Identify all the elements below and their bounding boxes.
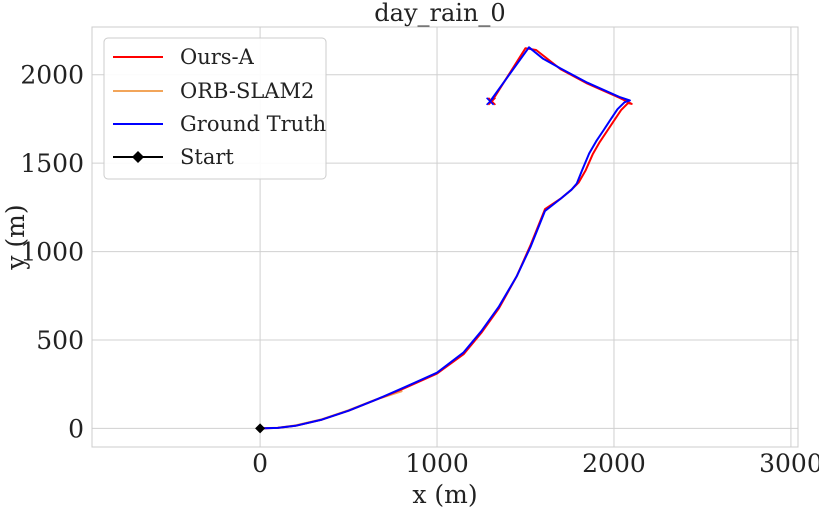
marker-layer xyxy=(255,97,496,434)
y-axis-label: y (m) xyxy=(1,204,30,270)
chart-title: day_rain_0 xyxy=(374,0,505,27)
legend-label-start: Start xyxy=(180,145,234,169)
y-tick-labels: 0 500 1000 1500 2000 xyxy=(20,61,84,444)
x-tick-label: 3000 xyxy=(759,449,819,478)
series-line-ground-truth xyxy=(259,46,631,430)
legend: Ours-A ORB-SLAM2 Ground Truth Start xyxy=(103,37,327,180)
x-axis-label: x (m) xyxy=(412,480,477,509)
x-tick-label: 1000 xyxy=(405,449,469,478)
end-marker-ours-a xyxy=(487,97,496,106)
x-tick-label: 0 xyxy=(252,449,268,478)
legend-box xyxy=(103,37,327,180)
y-tick-label: 500 xyxy=(36,326,84,355)
x-tick-labels: 0 1000 2000 3000 xyxy=(252,449,819,478)
series-layer xyxy=(259,46,633,430)
x-tick-label: 2000 xyxy=(582,449,646,478)
y-tick-label: 2000 xyxy=(20,61,84,90)
y-tick-label: 1500 xyxy=(20,149,84,178)
start-marker xyxy=(255,423,266,434)
legend-label-ground-truth: Ground Truth xyxy=(180,112,326,136)
legend-label-ours-a: Ours-A xyxy=(180,45,255,69)
y-tick-label: 1000 xyxy=(20,238,84,267)
legend-label-orb-slam2: ORB-SLAM2 xyxy=(180,79,314,103)
end-marker-ground-truth xyxy=(486,97,495,106)
y-tick-label: 0 xyxy=(68,414,84,443)
plot-frame xyxy=(91,26,799,448)
legend-start-diamond xyxy=(132,151,144,163)
